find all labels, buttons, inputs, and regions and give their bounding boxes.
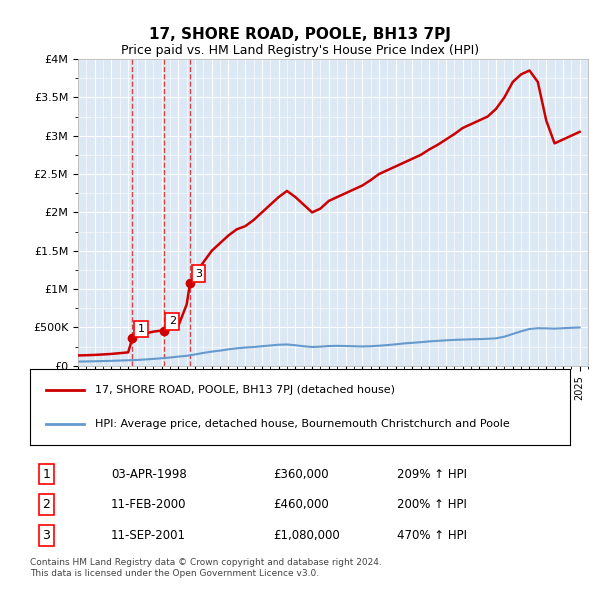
Text: This data is licensed under the Open Government Licence v3.0.: This data is licensed under the Open Gov… — [30, 569, 319, 578]
Text: 470% ↑ HPI: 470% ↑ HPI — [397, 529, 467, 542]
Text: £360,000: £360,000 — [273, 468, 329, 481]
Text: £1,080,000: £1,080,000 — [273, 529, 340, 542]
Text: 17, SHORE ROAD, POOLE, BH13 7PJ: 17, SHORE ROAD, POOLE, BH13 7PJ — [149, 27, 451, 41]
Text: 200% ↑ HPI: 200% ↑ HPI — [397, 498, 467, 511]
Text: 1: 1 — [137, 324, 145, 334]
Text: 1: 1 — [42, 468, 50, 481]
Text: HPI: Average price, detached house, Bournemouth Christchurch and Poole: HPI: Average price, detached house, Bour… — [95, 419, 509, 429]
Text: Price paid vs. HM Land Registry's House Price Index (HPI): Price paid vs. HM Land Registry's House … — [121, 44, 479, 57]
Text: £460,000: £460,000 — [273, 498, 329, 511]
Text: 11-SEP-2001: 11-SEP-2001 — [111, 529, 186, 542]
Text: 2: 2 — [42, 498, 50, 511]
Text: 3: 3 — [42, 529, 50, 542]
Text: 209% ↑ HPI: 209% ↑ HPI — [397, 468, 467, 481]
Text: 03-APR-1998: 03-APR-1998 — [111, 468, 187, 481]
Text: Contains HM Land Registry data © Crown copyright and database right 2024.: Contains HM Land Registry data © Crown c… — [30, 558, 382, 566]
Text: 2: 2 — [169, 316, 176, 326]
Text: 17, SHORE ROAD, POOLE, BH13 7PJ (detached house): 17, SHORE ROAD, POOLE, BH13 7PJ (detache… — [95, 385, 395, 395]
Text: 11-FEB-2000: 11-FEB-2000 — [111, 498, 187, 511]
Text: 3: 3 — [195, 269, 202, 279]
